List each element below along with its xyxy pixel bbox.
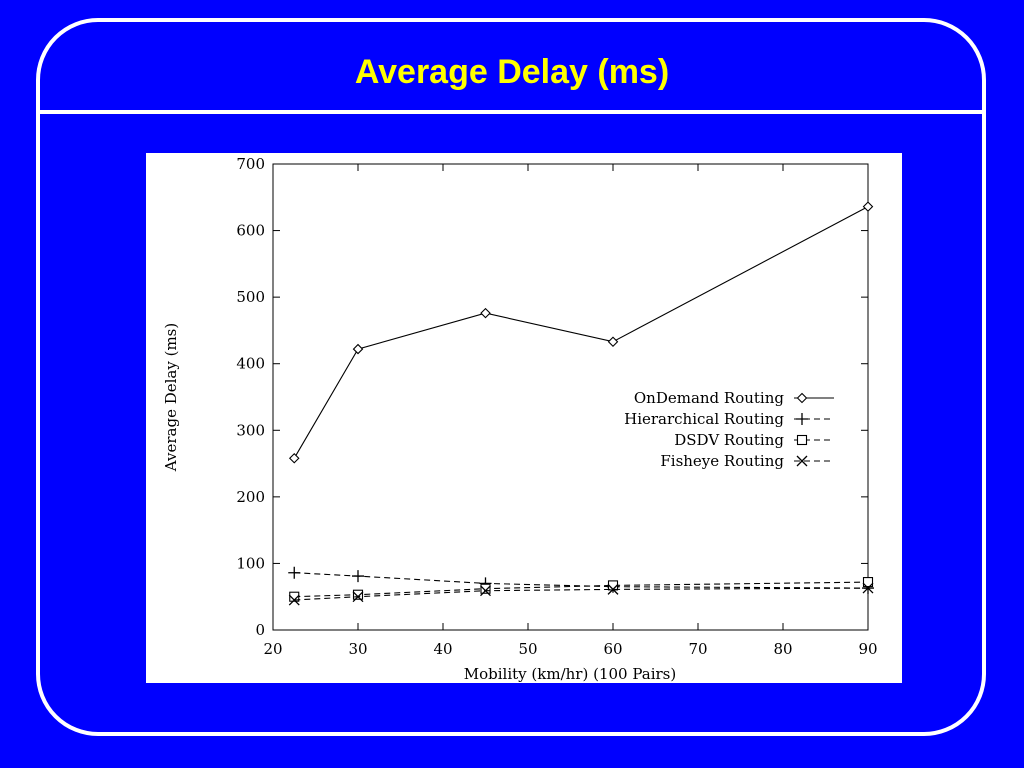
series-ondemand-routing <box>288 201 874 464</box>
legend-label-dsdv-routing: DSDV Routing <box>674 431 784 449</box>
axis-ticks: 0 100 200 300 400 500 600 700 20 30 40 50 60 70 80 90 <box>236 155 877 658</box>
legend-label-ondemand-routing: OnDemand Routing <box>634 389 785 407</box>
y-tick-label: 400 <box>236 355 265 373</box>
slide-title: Average Delay (ms) <box>354 53 670 91</box>
data-point-dsdv-routing <box>352 589 364 600</box>
y-tick-label: 300 <box>236 421 265 439</box>
series-line-fisheye-routing <box>294 587 869 601</box>
plot-area-border <box>272 163 869 631</box>
y-tick-label: 600 <box>236 222 265 240</box>
y-tick-label: 200 <box>236 488 265 506</box>
legend-marker-fisheye-routing <box>796 455 808 467</box>
data-point-ondemand-routing <box>862 201 874 212</box>
data-point-fisheye-routing <box>480 585 491 597</box>
y-tick-label: 500 <box>236 288 265 306</box>
legend-marker-hierarchical-routing <box>796 413 808 425</box>
title-divider <box>38 110 986 114</box>
y-tick-label: 0 <box>255 621 265 639</box>
x-tick-label: 30 <box>348 640 367 658</box>
data-point-ondemand-routing <box>480 307 491 319</box>
x-tick-label: 90 <box>858 640 877 658</box>
data-point-fisheye-routing <box>352 591 364 603</box>
legend-marker-dsdv-routing <box>796 434 808 446</box>
chart-panel: 0 100 200 300 400 500 600 700 20 30 40 50 60 70 80 90 O… <box>146 153 902 683</box>
x-tick-label: 40 <box>433 640 452 658</box>
x-axis-label: Mobility (km/hr) (100 Pairs) <box>464 665 676 683</box>
data-point-ondemand-routing <box>607 336 619 348</box>
x-tick-label: 80 <box>773 640 792 658</box>
data-point-fisheye-routing <box>862 582 874 594</box>
y-tick-label: 100 <box>236 554 265 572</box>
data-point-fisheye-routing <box>288 594 300 606</box>
data-point-fisheye-routing <box>607 583 619 595</box>
y-axis-label: Average Delay (ms) <box>162 323 180 472</box>
data-point-ondemand-routing <box>352 343 364 355</box>
data-point-ondemand-routing <box>288 452 300 464</box>
legend-label-fisheye-routing: Fisheye Routing <box>660 452 784 470</box>
x-tick-label: 60 <box>603 640 622 658</box>
series-group <box>288 201 874 606</box>
legend-marker-ondemand-routing <box>796 392 808 404</box>
x-tick-label: 50 <box>518 640 537 658</box>
legend-label-hierarchical-routing: Hierarchical Routing <box>624 410 784 428</box>
y-tick-label: 700 <box>236 155 265 173</box>
data-point-dsdv-routing <box>289 591 300 602</box>
x-tick-label: 70 <box>688 640 707 658</box>
series-dsdv-routing <box>289 577 874 602</box>
legend: OnDemand Routing Hierarchical Routing DSDV… <box>624 389 834 470</box>
series-line-hierarchical-routing <box>294 572 869 589</box>
slide-frame <box>36 18 986 736</box>
data-point-dsdv-routing <box>862 577 874 588</box>
x-tick-label: 20 <box>263 640 282 658</box>
data-point-dsdv-routing <box>480 583 491 594</box>
line-chart: 0 100 200 300 400 500 600 700 20 30 40 50 60 70 80 90 O… <box>162 155 878 683</box>
data-point-hierarchical-routing <box>352 570 364 583</box>
series-line-dsdv-routing <box>294 581 869 598</box>
series-fisheye-routing <box>288 582 874 606</box>
series-hierarchical-routing <box>288 566 874 595</box>
data-point-hierarchical-routing <box>288 566 301 579</box>
